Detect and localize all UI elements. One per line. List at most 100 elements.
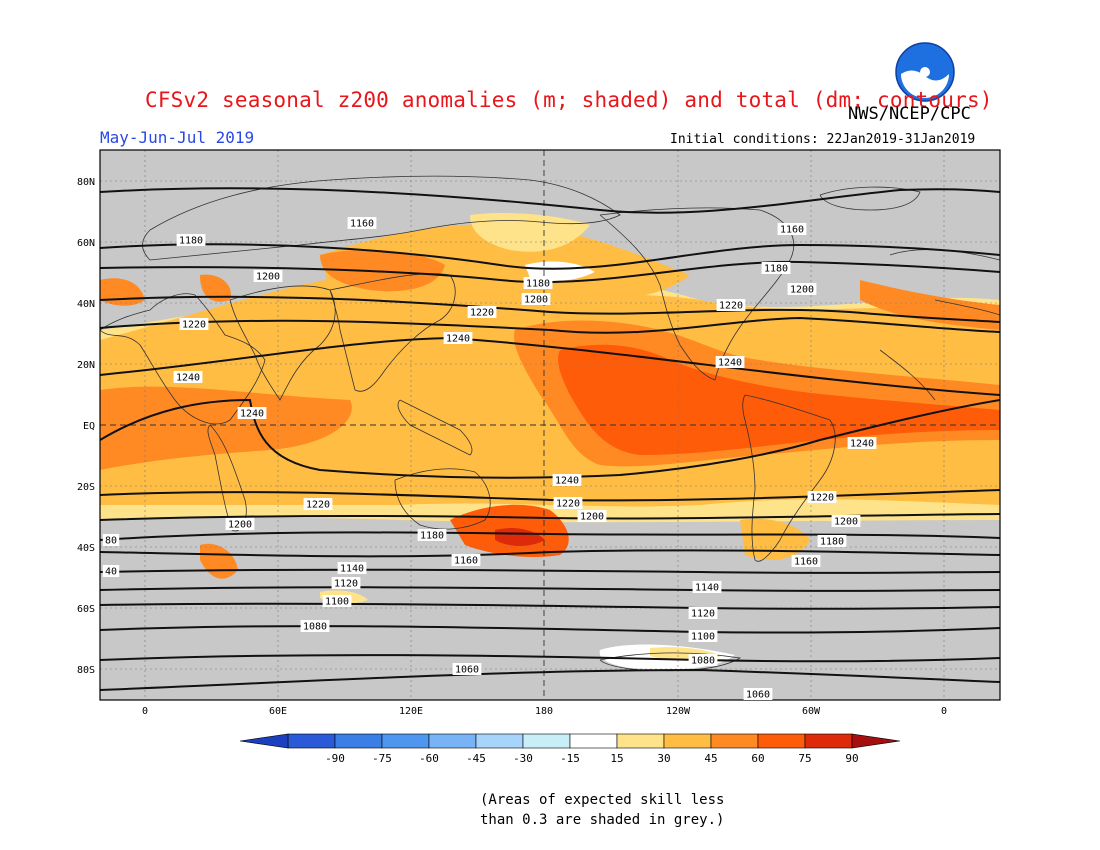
- colorbar-swatch: [334, 733, 383, 749]
- contour-label: 1240: [173, 371, 203, 384]
- colorbar-swatch: [804, 733, 853, 749]
- latitude-labels: 80N 60N 40N 20N EQ 20S 40S 60S 80S: [77, 177, 95, 676]
- lon-label: 180: [535, 706, 553, 717]
- svg-text:1180: 1180: [179, 236, 203, 247]
- contour-label: 1220: [467, 306, 497, 319]
- contour-line: [100, 260, 1000, 283]
- svg-text:1180: 1180: [526, 279, 550, 290]
- contour-label: 1180: [817, 535, 847, 548]
- contour-label: 1220: [179, 318, 209, 331]
- colorbar-swatch: [428, 733, 477, 749]
- colorbar-tick-label: 90: [845, 752, 858, 765]
- svg-text:1240: 1240: [176, 373, 200, 384]
- contour-label: 1100: [688, 630, 718, 643]
- contour-line: [100, 295, 1000, 323]
- lat-label: EQ: [83, 421, 95, 432]
- svg-text:1200: 1200: [228, 520, 252, 531]
- contour-label: 80: [102, 534, 120, 547]
- svg-text:1220: 1220: [306, 500, 330, 511]
- svg-text:1160: 1160: [780, 225, 804, 236]
- colorbar-tick-label: 15: [610, 752, 623, 765]
- contour-labels: 1160 1160 1180 1180 1180 1200 1200 1200 1220 1220…: [102, 217, 877, 701]
- lat-label: 80S: [77, 665, 95, 676]
- season-label: May-Jun-Jul 2019: [100, 128, 255, 147]
- colorbar-tick-label: -30: [513, 752, 533, 765]
- svg-text:1080: 1080: [303, 622, 327, 633]
- lon-label: 120E: [399, 706, 423, 717]
- longitude-labels: 0 60E 120E 180 120W 60W 0: [142, 706, 947, 717]
- contour-label: 1080: [688, 654, 718, 667]
- svg-text:1180: 1180: [420, 531, 444, 542]
- contour-label: 1180: [176, 234, 206, 247]
- contour-line: [100, 187, 1000, 214]
- contour-label: 1220: [807, 491, 837, 504]
- contour-label: 1240: [443, 332, 473, 345]
- svg-text:1160: 1160: [794, 557, 818, 568]
- contour-label: 1080: [300, 620, 330, 633]
- svg-text:1200: 1200: [834, 517, 858, 528]
- lat-label: 60N: [77, 238, 95, 249]
- contour-label: 1140: [337, 562, 367, 575]
- contour-label: 1120: [688, 607, 718, 620]
- neutral-patch: [525, 261, 595, 281]
- colorbar-swatch: [757, 733, 806, 749]
- height-contours: [100, 187, 1000, 691]
- contour-label: 1240: [552, 474, 582, 487]
- svg-text:40: 40: [105, 567, 117, 578]
- lat-label: 40N: [77, 299, 95, 310]
- contour-label: 1060: [452, 663, 482, 676]
- noaa-logo: [895, 42, 955, 102]
- contour-label: 1200: [787, 283, 817, 296]
- svg-text:1060: 1060: [746, 690, 770, 701]
- svg-text:1120: 1120: [334, 579, 358, 590]
- lon-label: 0: [941, 706, 947, 717]
- lat-label: 20N: [77, 360, 95, 371]
- contour-label: 1200: [831, 515, 861, 528]
- contour-line: [100, 568, 1000, 574]
- contour-label: 1200: [521, 293, 551, 306]
- colorbar-swatch: [381, 733, 430, 749]
- contour-label: 40: [102, 565, 120, 578]
- contour-label: 1220: [303, 498, 333, 511]
- colorbar-tick-label: -60: [419, 752, 439, 765]
- colorbar-tick-label: -15: [560, 752, 580, 765]
- svg-text:1220: 1220: [182, 320, 206, 331]
- contour-label: 1240: [237, 407, 267, 420]
- lon-label: 0: [142, 706, 148, 717]
- contour-label: 1160: [347, 217, 377, 230]
- svg-text:1100: 1100: [325, 597, 349, 608]
- svg-text:1240: 1240: [850, 439, 874, 450]
- colorbar-swatch: [522, 733, 571, 749]
- colorbar-tick-label: -90: [325, 752, 345, 765]
- map-title: CFSv2 seasonal z200 anomalies (m; shaded…: [145, 88, 993, 112]
- svg-text:1220: 1220: [719, 301, 743, 312]
- colorbar-high-arrow: [851, 733, 901, 749]
- contour-label: 1240: [847, 437, 877, 450]
- contour-label: 1180: [761, 262, 791, 275]
- contour-line: [100, 489, 1000, 502]
- contour-line: [100, 549, 1000, 558]
- svg-text:1160: 1160: [350, 219, 374, 230]
- colorbar-tick-label: 60: [751, 752, 764, 765]
- contour-label: 1140: [692, 581, 722, 594]
- contour-label: 1180: [523, 277, 553, 290]
- colorbar-swatch: [663, 733, 712, 749]
- lon-label: 120W: [666, 706, 691, 717]
- lon-label: 60E: [269, 706, 287, 717]
- contour-label: 1160: [777, 223, 807, 236]
- colorbar-swatch: [569, 733, 618, 749]
- colorbar-swatch: [475, 733, 524, 749]
- svg-text:1120: 1120: [691, 609, 715, 620]
- colorbar: -90 -75 -60 -45 -30 -15 15 30 45 60 75 90: [239, 733, 901, 765]
- contour-line: [100, 602, 1000, 610]
- colorbar-tick-label: -75: [372, 752, 392, 765]
- skill-note-line2: than 0.3 are shaded in grey.): [480, 812, 725, 828]
- svg-text:1060: 1060: [455, 665, 479, 676]
- contour-label: 1240: [715, 356, 745, 369]
- coastlines: [100, 175, 1000, 672]
- reference-lines: [100, 150, 1000, 700]
- contour-label: 1120: [331, 577, 361, 590]
- map-frame: [99, 149, 1001, 701]
- svg-text:1240: 1240: [446, 334, 470, 345]
